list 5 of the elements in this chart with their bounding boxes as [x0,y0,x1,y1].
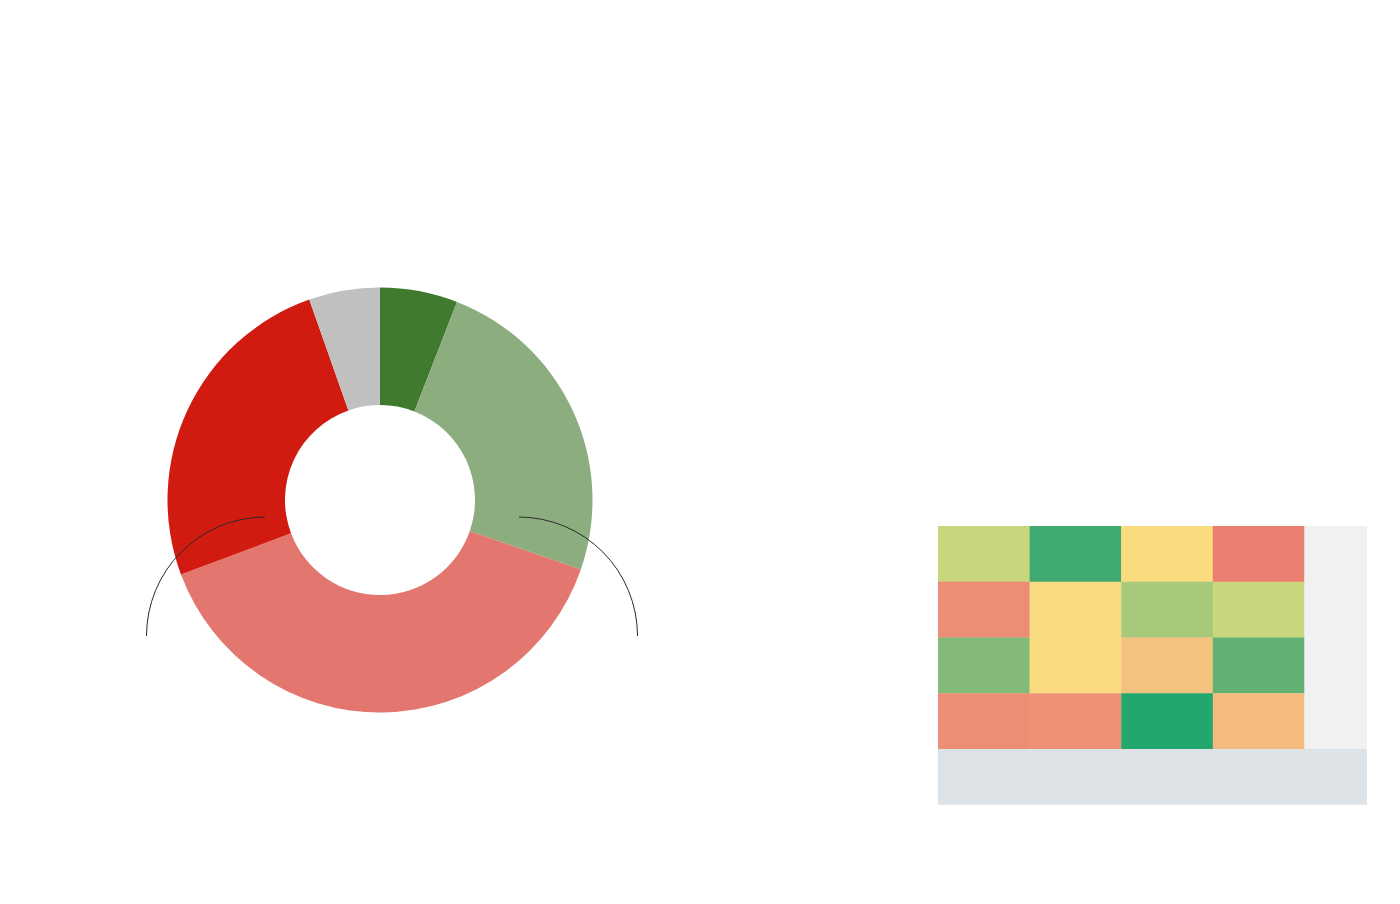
donut-slice [167,299,349,575]
donut-slice [380,287,457,412]
donut-slice [309,287,380,411]
donut-slice [180,531,581,713]
donut-slice [414,301,593,570]
